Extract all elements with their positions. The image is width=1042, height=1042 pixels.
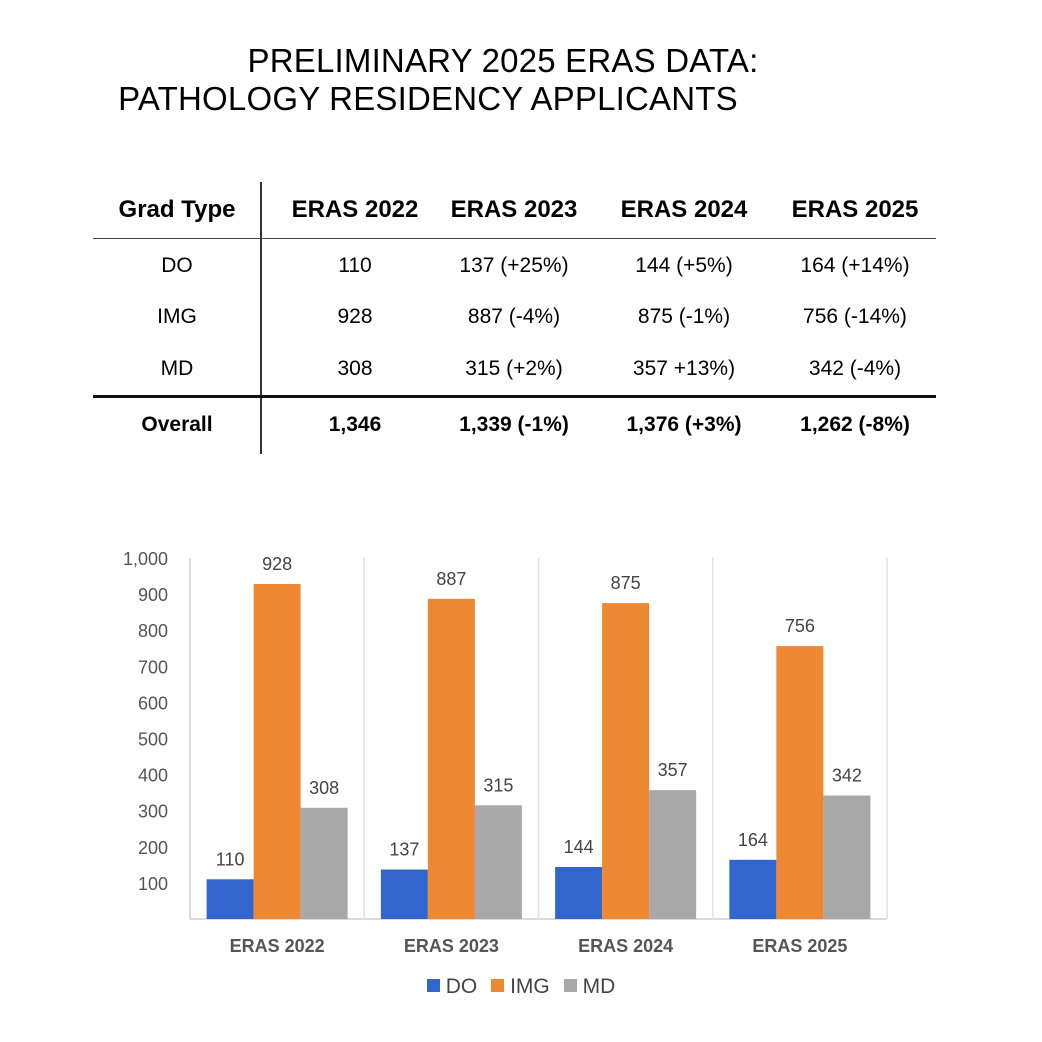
legend-swatch-do bbox=[426, 979, 440, 992]
bar-md bbox=[649, 790, 697, 919]
table-row-label: DO bbox=[161, 254, 193, 277]
bar-do bbox=[729, 859, 777, 919]
bar-img bbox=[602, 603, 650, 919]
data-label: 357 bbox=[658, 760, 688, 780]
bar-chart-svg: 100 200 300 400 500 600 700 800 900 1,000 110 928 30… bbox=[123, 549, 888, 956]
table-vertical-divider bbox=[260, 182, 262, 454]
legend-item-do: DO bbox=[426, 975, 478, 999]
data-label: 928 bbox=[262, 554, 292, 574]
table-cell: 110 bbox=[338, 254, 372, 277]
legend-item-img: IMG bbox=[491, 975, 550, 999]
title-line-1: PRELIMINARY 2025 ERAS DATA: bbox=[247, 42, 759, 79]
y-tick-label: 1,000 bbox=[123, 549, 168, 569]
table-header-cell: ERAS 2024 bbox=[620, 196, 748, 223]
applicants-table: Grad Type ERAS 2022 ERAS 2023 ERAS 2024 ERAS… bbox=[93, 182, 936, 454]
legend-swatch-md bbox=[563, 979, 577, 992]
table-cell: 144 (+5%) bbox=[635, 254, 733, 277]
y-tick-label: 800 bbox=[138, 621, 168, 641]
y-tick-label: 900 bbox=[138, 585, 168, 605]
x-category-label: ERAS 2023 bbox=[404, 936, 499, 956]
bar-do bbox=[380, 869, 428, 919]
table-cell: 315 (+2%) bbox=[465, 357, 563, 380]
y-tick-label: 500 bbox=[138, 730, 168, 750]
table-cell: 164 (+14%) bbox=[800, 254, 910, 277]
table-total-divider bbox=[93, 395, 936, 398]
y-tick-label: 300 bbox=[138, 802, 168, 822]
bar-md bbox=[300, 807, 348, 919]
x-category-label: ERAS 2022 bbox=[230, 936, 325, 956]
chart-title: PRELIMINARY 2025 ERAS DATA: PATHOLOGY RE… bbox=[0, 42, 1006, 118]
legend-swatch-img bbox=[491, 979, 505, 992]
data-label: 110 bbox=[216, 849, 245, 869]
data-label: 315 bbox=[483, 775, 513, 795]
bar-img bbox=[253, 583, 301, 919]
y-tick-label: 600 bbox=[138, 693, 168, 713]
table-cell: 928 bbox=[337, 305, 373, 328]
table-header-cell: ERAS 2025 bbox=[791, 196, 919, 223]
bar-md bbox=[823, 795, 871, 919]
table-cell: 756 (-14%) bbox=[803, 305, 907, 328]
bar-do bbox=[555, 867, 603, 919]
title-line-2: PATHOLOGY RESIDENCY APPLICANTS bbox=[118, 80, 738, 117]
data-label: 342 bbox=[832, 766, 862, 786]
table-header-cell: ERAS 2022 bbox=[291, 196, 419, 223]
legend-label-do: DO bbox=[445, 975, 478, 998]
bar-img bbox=[776, 646, 824, 919]
data-label: 144 bbox=[564, 837, 594, 857]
legend-item-md: MD bbox=[563, 975, 616, 999]
x-category-label: ERAS 2024 bbox=[578, 936, 673, 956]
table-header-cell: Grad Type bbox=[118, 196, 236, 223]
table-total-label: Overall bbox=[141, 413, 213, 436]
data-label: 137 bbox=[389, 840, 419, 860]
data-label: 875 bbox=[611, 573, 641, 593]
table-header-cell: ERAS 2023 bbox=[450, 196, 578, 223]
table-cell: 875 (-1%) bbox=[637, 305, 731, 328]
table-total-cell: 1,262 (-8%) bbox=[800, 413, 910, 436]
bar-chart: 100 200 300 400 500 600 700 800 900 1,000 110 928 30… bbox=[0, 530, 1042, 1010]
data-label: 756 bbox=[785, 616, 815, 636]
table-total-cell: 1,346 bbox=[328, 413, 382, 436]
table-header-divider bbox=[93, 238, 936, 239]
table-cell: 357 +13%) bbox=[632, 357, 736, 380]
legend-label-md: MD bbox=[582, 975, 616, 998]
y-tick-label: 100 bbox=[138, 874, 168, 894]
table-cell: 342 (-4%) bbox=[808, 357, 902, 380]
bar-md bbox=[474, 805, 522, 919]
bar-do bbox=[206, 879, 254, 919]
data-label: 164 bbox=[738, 830, 768, 850]
x-category-label: ERAS 2025 bbox=[752, 936, 847, 956]
table-row-label: MD bbox=[160, 357, 194, 380]
table-cell: 887 (-4%) bbox=[467, 305, 561, 328]
data-label: 308 bbox=[309, 778, 339, 798]
legend-label-img: IMG bbox=[510, 975, 550, 998]
y-tick-label: 700 bbox=[138, 657, 168, 677]
table-cell: 137 (+25%) bbox=[459, 254, 569, 277]
bar-img bbox=[427, 598, 475, 919]
chart-legend: DO IMG MD bbox=[0, 975, 1042, 999]
y-tick-label: 200 bbox=[138, 838, 168, 858]
table-cell: 308 bbox=[337, 357, 373, 380]
table-total-cell: 1,339 (-1%) bbox=[459, 413, 569, 436]
table-row-label: IMG bbox=[157, 305, 197, 328]
table-total-cell: 1,376 (+3%) bbox=[626, 413, 742, 436]
data-label: 887 bbox=[436, 569, 466, 589]
y-tick-label: 400 bbox=[138, 766, 168, 786]
